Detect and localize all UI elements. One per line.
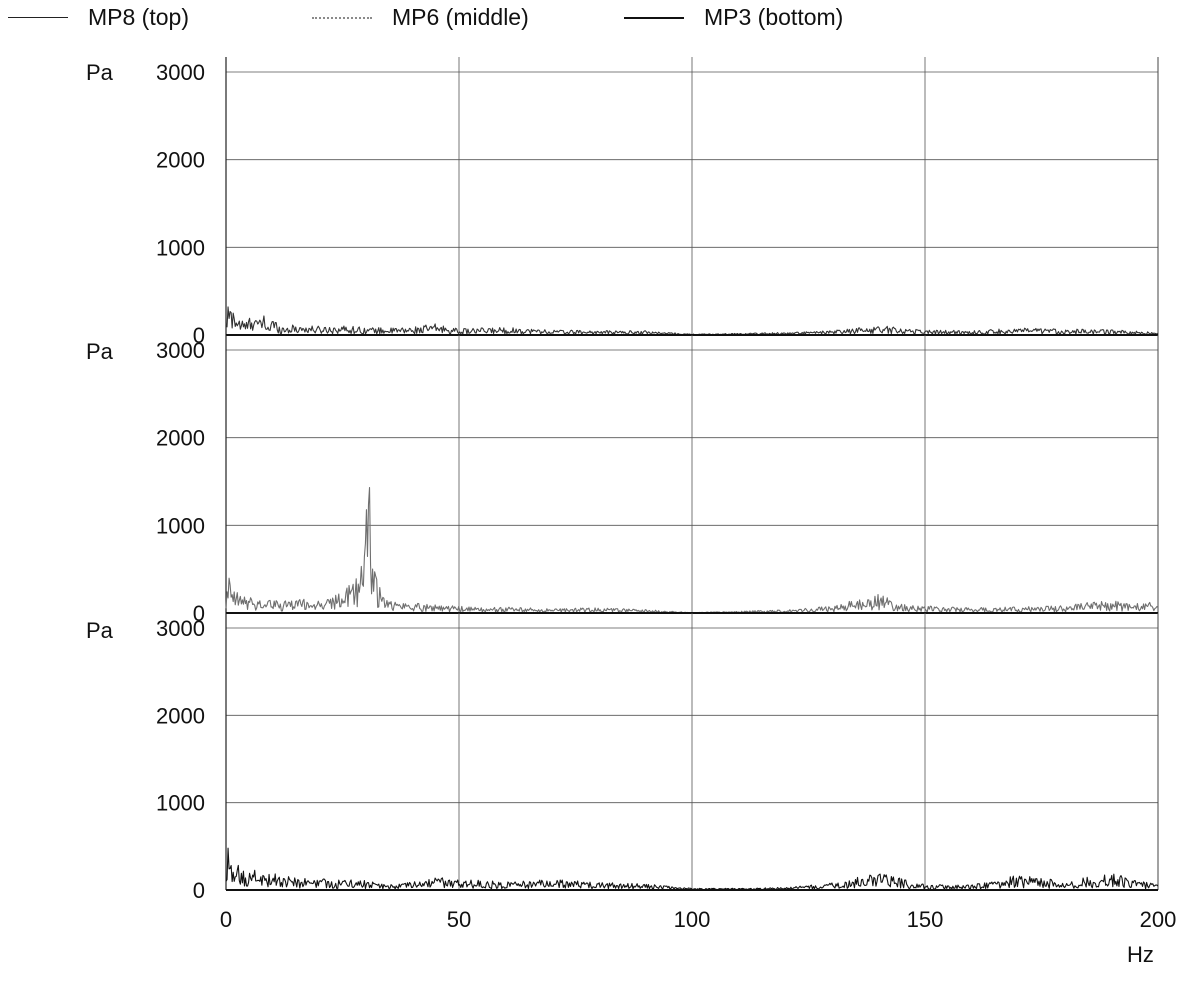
x-tick-4: 200 bbox=[1140, 907, 1177, 932]
panel-top-ylabel: Pa bbox=[86, 60, 113, 85]
panel-middle-ylabel: Pa bbox=[86, 339, 113, 364]
panel-middle-ytick-3: 3000 bbox=[156, 338, 205, 363]
panel-top-ytick-0: 0 bbox=[193, 323, 205, 348]
panel-middle-ytick-0: 0 bbox=[193, 601, 205, 626]
legend-item-mp6: MP6 (middle) bbox=[312, 4, 529, 31]
panel-bottom-ylabel: Pa bbox=[86, 618, 113, 643]
legend: MP8 (top) MP6 (middle) MP3 (bottom) bbox=[0, 4, 1199, 36]
panel-middle-ytick-1: 1000 bbox=[156, 513, 205, 538]
panel-top-ytick-3: 3000 bbox=[156, 60, 205, 85]
legend-swatch-mp6 bbox=[312, 16, 372, 19]
panel-bottom-ytick-3: 3000 bbox=[156, 616, 205, 641]
x-axis-label: Hz bbox=[1127, 942, 1154, 967]
legend-swatch-mp3 bbox=[624, 16, 684, 19]
panel-bottom-ytick-0: 0 bbox=[193, 878, 205, 903]
legend-label-mp8: MP8 (top) bbox=[88, 4, 189, 30]
panel-bottom-ytick-2: 2000 bbox=[156, 703, 205, 728]
x-tick-0: 0 bbox=[220, 907, 232, 932]
legend-item-mp3: MP3 (bottom) bbox=[624, 4, 843, 31]
panel-top-ytick-1: 1000 bbox=[156, 235, 205, 260]
legend-swatch-mp8 bbox=[8, 17, 68, 18]
legend-label-mp3: MP3 (bottom) bbox=[704, 4, 844, 30]
x-tick-1: 50 bbox=[447, 907, 471, 932]
panel-middle-ytick-2: 2000 bbox=[156, 426, 205, 451]
panel-bottom-ytick-1: 1000 bbox=[156, 791, 205, 816]
legend-label-mp6: MP6 (middle) bbox=[392, 4, 529, 30]
x-tick-3: 150 bbox=[907, 907, 944, 932]
x-tick-2: 100 bbox=[674, 907, 711, 932]
panel-top-ytick-2: 2000 bbox=[156, 148, 205, 173]
legend-item-mp8: MP8 (top) bbox=[8, 4, 189, 31]
